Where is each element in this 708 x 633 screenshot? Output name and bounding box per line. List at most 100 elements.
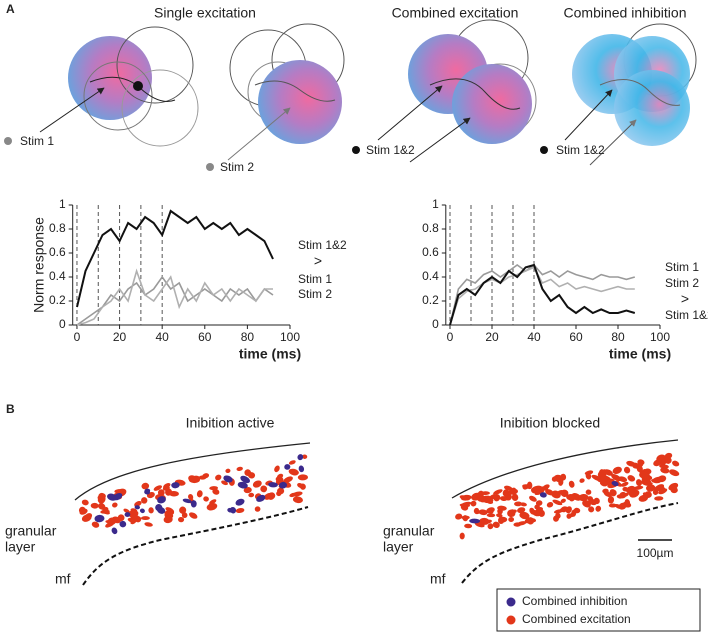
cell-blob bbox=[558, 479, 564, 486]
cell-blob bbox=[531, 509, 541, 517]
cell-blob bbox=[248, 492, 255, 498]
cell-blob bbox=[141, 497, 148, 504]
cell-blob bbox=[278, 481, 288, 489]
cell-blob bbox=[585, 489, 592, 495]
cell-blob bbox=[462, 515, 469, 522]
cell-blob bbox=[566, 493, 576, 501]
cell-blob bbox=[84, 513, 93, 520]
y-axis-label: Norm response bbox=[31, 217, 47, 313]
cell-blob bbox=[235, 507, 245, 514]
stim-label: Stim 1&2 bbox=[366, 143, 415, 157]
cell-blob bbox=[529, 495, 537, 502]
cell-blob bbox=[670, 486, 678, 494]
cell-blob bbox=[212, 488, 220, 495]
cell-blob bbox=[630, 462, 640, 467]
cell-blob bbox=[659, 464, 669, 469]
cell-blob bbox=[553, 509, 564, 514]
cell-blob bbox=[461, 501, 472, 506]
cell-blob bbox=[190, 500, 197, 508]
annotation: > bbox=[314, 253, 322, 269]
cell-blob bbox=[181, 512, 188, 519]
cell-blob bbox=[209, 499, 217, 505]
cell-blob bbox=[157, 496, 166, 504]
cell-blob bbox=[626, 485, 636, 494]
cell-blob bbox=[297, 482, 304, 488]
x-tick-label: 60 bbox=[569, 330, 583, 344]
stim-dot bbox=[540, 146, 548, 154]
cell-blob bbox=[672, 460, 680, 467]
cell-blob bbox=[248, 472, 256, 479]
x-tick-label: 0 bbox=[447, 330, 454, 344]
tissue-outline bbox=[74, 439, 701, 632]
cell-blob bbox=[653, 459, 663, 467]
cell-blob bbox=[134, 500, 142, 507]
cell-blob bbox=[78, 506, 86, 514]
cell-blob bbox=[496, 513, 503, 518]
stim-label: Stim 2 bbox=[220, 160, 254, 174]
cell-blob bbox=[162, 485, 170, 491]
panel-title: Inibition blocked bbox=[500, 415, 600, 431]
cell-blob bbox=[638, 462, 644, 468]
cell-blob bbox=[517, 507, 526, 513]
cell-blob bbox=[119, 520, 127, 528]
y-tick-label: 0.8 bbox=[422, 221, 439, 235]
cell-blob bbox=[268, 482, 278, 488]
cell-blob bbox=[141, 482, 150, 490]
cell-blob bbox=[560, 498, 566, 503]
cell-blob bbox=[611, 473, 622, 482]
cell-blob bbox=[292, 491, 303, 497]
y-tick-label: 0.2 bbox=[422, 293, 439, 307]
diagram-title: Combined inhibition bbox=[564, 5, 687, 21]
legend-label: Stim 2 bbox=[665, 276, 699, 290]
cell-blob bbox=[508, 516, 515, 522]
cell-blob bbox=[638, 494, 649, 502]
cell-blob bbox=[288, 468, 299, 476]
cell-blob bbox=[297, 474, 309, 481]
cell-blob bbox=[90, 502, 99, 509]
y-tick-label: 0 bbox=[59, 317, 66, 331]
cell-blob bbox=[619, 491, 627, 499]
cell-blob bbox=[163, 516, 173, 524]
cell-blob bbox=[215, 474, 222, 481]
layer-label: layer bbox=[383, 539, 414, 555]
cell-blob bbox=[608, 503, 617, 508]
cell-blob bbox=[476, 494, 486, 502]
y-tick-label: 0.2 bbox=[49, 293, 66, 307]
x-tick-label: 100 bbox=[650, 330, 670, 344]
cell-blob bbox=[654, 496, 664, 501]
cell-blob bbox=[579, 478, 585, 483]
cell-blob bbox=[91, 521, 100, 528]
y-tick-label: 0.8 bbox=[49, 221, 66, 235]
cell-blob bbox=[485, 497, 494, 503]
cell-blob bbox=[179, 506, 187, 514]
cell-blob bbox=[513, 522, 522, 527]
cell-blob bbox=[263, 493, 273, 500]
cell-blob bbox=[134, 505, 140, 510]
cell-blob bbox=[587, 496, 593, 502]
cell-blob bbox=[94, 514, 105, 523]
cell-blob bbox=[489, 494, 497, 500]
x-axis-label: time (ms) bbox=[239, 346, 301, 362]
legend-label: Stim 1&2 bbox=[298, 238, 347, 252]
diagram bbox=[227, 23, 345, 161]
cell-blob bbox=[209, 486, 219, 491]
cell-blob bbox=[107, 517, 117, 526]
x-tick-label: 40 bbox=[527, 330, 541, 344]
x-tick-label: 0 bbox=[74, 330, 81, 344]
cell-blob bbox=[177, 516, 185, 523]
cell-blob bbox=[236, 466, 243, 471]
legend-label: Combined inhibition bbox=[522, 594, 627, 608]
cell-blob bbox=[117, 514, 125, 522]
cell-blob bbox=[155, 504, 163, 512]
cell-blob bbox=[612, 466, 622, 474]
cell-blob bbox=[223, 475, 233, 483]
cell-blob bbox=[623, 466, 631, 474]
cell-blob bbox=[189, 512, 198, 519]
panel-title: Inibition active bbox=[186, 415, 275, 431]
cell-blob bbox=[254, 506, 261, 512]
cell-blob bbox=[470, 500, 477, 507]
cell-blob bbox=[535, 500, 543, 506]
cell-blob bbox=[595, 505, 602, 512]
cell-blob bbox=[288, 460, 296, 465]
panel-label: A bbox=[6, 2, 15, 16]
